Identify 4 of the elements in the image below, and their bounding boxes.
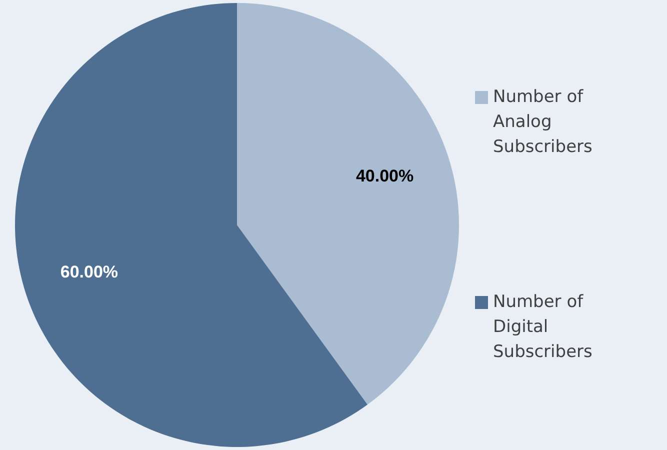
data-label: 60.00% [60, 262, 118, 282]
data-label: 40.00% [356, 166, 414, 186]
legend-label: Number of Digital Subscribers [493, 291, 594, 364]
legend-label: Number of Analog Subscribers [493, 86, 594, 159]
